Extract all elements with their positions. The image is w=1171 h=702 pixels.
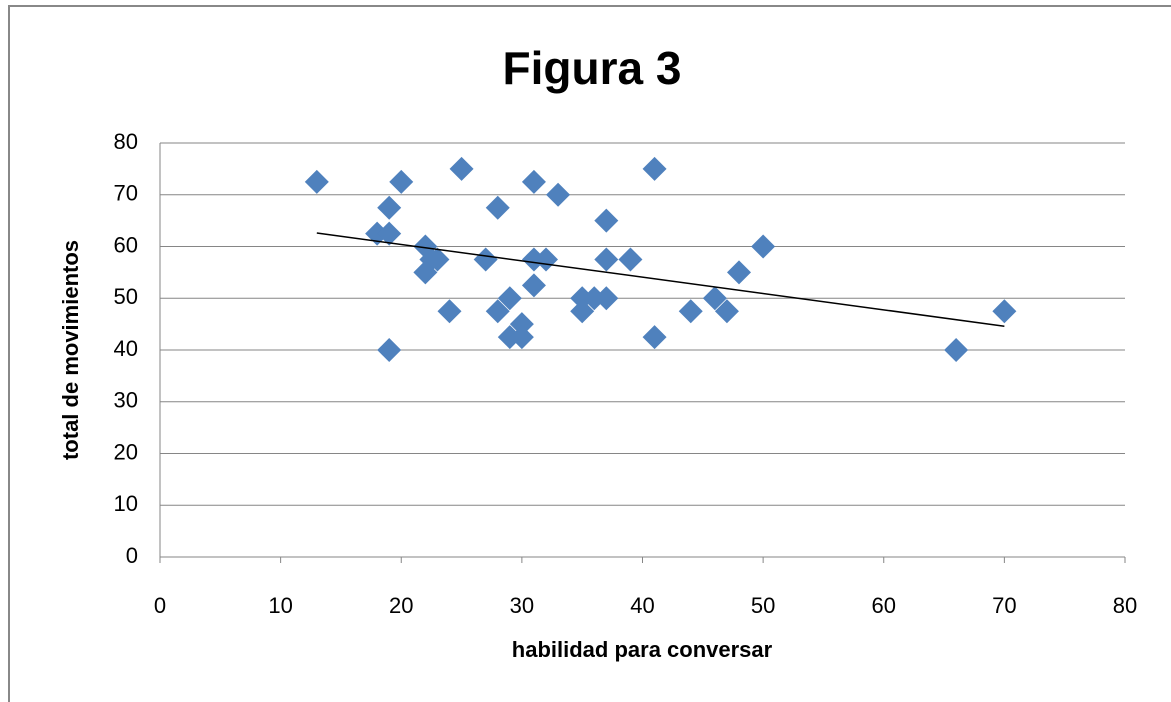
y-tick-label: 60: [114, 232, 138, 257]
scatter-point: [727, 260, 751, 285]
scatter-point: [594, 208, 619, 233]
scatter-point: [582, 286, 607, 311]
scatter-point: [944, 338, 969, 362]
scatter-point: [521, 247, 546, 272]
y-tick-label: 50: [114, 284, 138, 309]
x-tick-label: 60: [872, 593, 896, 618]
chart-title: Figura 3: [503, 42, 682, 94]
scatter-point: [497, 286, 522, 311]
x-tick-label: 0: [154, 593, 166, 618]
scatter-point: [389, 169, 414, 194]
scatter-point: [751, 234, 776, 259]
scatter-point: [437, 299, 462, 324]
scatter-point: [413, 260, 438, 285]
scatter-point: [642, 156, 667, 181]
scatter-point: [485, 299, 510, 324]
scatter-point: [678, 299, 703, 324]
scatter-point: [992, 299, 1017, 324]
scatter-point: [365, 221, 390, 246]
scatter-point: [642, 325, 667, 350]
y-tick-label: 40: [114, 336, 138, 361]
x-tick-label: 70: [992, 593, 1016, 618]
x-tick-label: 40: [630, 593, 654, 618]
y-tick-label: 30: [114, 388, 138, 413]
scatter-point: [594, 286, 619, 311]
scatter-point: [473, 247, 498, 272]
y-tick-label: 10: [114, 491, 138, 516]
x-tick-label: 80: [1113, 593, 1137, 618]
chart-frame: [8, 5, 1171, 702]
y-axis-title: total de movimientos: [58, 240, 83, 460]
x-tick-label: 10: [268, 593, 292, 618]
scatter-point: [594, 247, 619, 272]
scatter-point: [377, 338, 402, 362]
y-tick-label: 80: [114, 129, 138, 154]
scatter-point: [449, 156, 474, 181]
scatter-point: [485, 195, 510, 220]
scatter-point: [570, 299, 595, 324]
scatter-point: [425, 247, 450, 272]
trendline: [316, 232, 1005, 327]
scatter-point: [497, 325, 522, 350]
scatter-point: [521, 273, 546, 298]
x-tick-label: 20: [389, 593, 413, 618]
scatter-point: [521, 169, 546, 194]
x-axis-title: habilidad para conversar: [512, 637, 773, 662]
scatter-point: [546, 182, 571, 207]
scatter-point: [377, 195, 402, 220]
scatter-point: [509, 312, 534, 337]
y-tick-label: 0: [126, 543, 138, 568]
y-tick-label: 20: [114, 439, 138, 464]
scatter-point: [618, 247, 643, 272]
scatter-point: [714, 299, 739, 324]
scatter-point: [702, 286, 727, 311]
x-tick-label: 50: [751, 593, 775, 618]
scatter-point: [509, 325, 534, 350]
scatter-point: [570, 286, 595, 311]
y-tick-label: 70: [114, 181, 138, 206]
scatter-point: [377, 221, 402, 246]
x-tick-label: 30: [510, 593, 534, 618]
scatter-point: [304, 169, 329, 194]
